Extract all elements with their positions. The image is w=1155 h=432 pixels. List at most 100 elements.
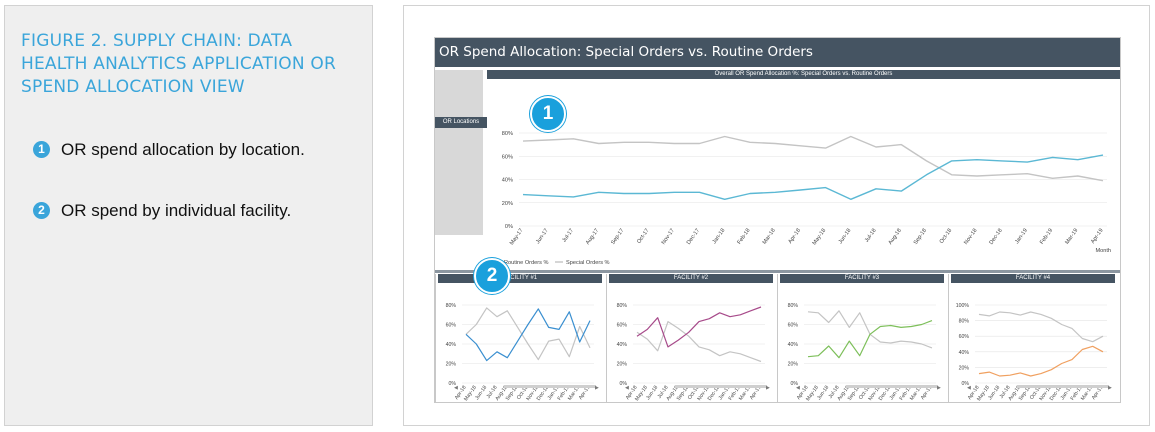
facility-title: FACILITY #1 xyxy=(438,274,602,283)
y-tick-label: 100% xyxy=(956,303,970,309)
scrollbar-track xyxy=(846,385,938,388)
or-locations-button[interactable]: OR Locations xyxy=(435,117,487,128)
y-tick-label: 20% xyxy=(446,362,457,368)
x-axis-label: Month xyxy=(1095,248,1111,254)
y-tick-label: 80% xyxy=(788,303,799,309)
special-orders-line xyxy=(465,307,591,361)
x-tick-label: Jun-17 xyxy=(535,228,550,245)
screenshot-frame: OR Spend Allocation: Special Orders vs. … xyxy=(403,5,1150,426)
facility-panel-2: FACILITY #2 0% 20% 40% 60% 80% Apr-18 May-18 Ju… xyxy=(606,274,776,402)
overall-allocation-chart: 0% 20% 40% 60% 80% May-17 Jun-17 Jul-17 Aug-17 Se… xyxy=(493,131,1111,266)
x-tick-label: Jul-17 xyxy=(561,228,575,244)
legend-label: Routine Orders % xyxy=(504,260,548,266)
y-tick-label: 60% xyxy=(446,323,457,329)
y-tick-label: 0% xyxy=(791,381,799,387)
special-orders-line xyxy=(636,320,762,363)
x-tick-label: Dec-17 xyxy=(686,228,701,246)
x-tick-label: Feb-18 xyxy=(737,228,752,246)
scroll-left-icon: ◀ xyxy=(967,385,971,391)
scrollbar-track xyxy=(504,385,596,388)
x-tick-label: Oct-17 xyxy=(636,228,651,245)
x-tick-label: Mar-19 xyxy=(1064,228,1079,246)
routine-orders-line xyxy=(636,306,762,348)
y-tick-label: 80% xyxy=(959,319,970,325)
number-bullet-icon: 1 xyxy=(33,141,50,158)
y-tick-label: 80% xyxy=(446,303,457,309)
special-orders-line xyxy=(522,135,1104,182)
facility-chart: 0%20%40%60%80%Apr-18May-18Jun-18Jul-18Au… xyxy=(788,303,941,402)
legend-label: Special Orders % xyxy=(566,260,610,266)
facility-title: FACILITY #2 xyxy=(609,274,773,283)
scroll-right-icon: ▶ xyxy=(1108,385,1112,391)
scroll-right-icon: ▶ xyxy=(937,385,941,391)
facility-panel-4: FACILITY #4 0% 20% 40% 60% 80% 100% Apr-18 May-… xyxy=(948,274,1118,402)
y-tick-label: 40% xyxy=(617,342,628,348)
section-divider xyxy=(435,270,1120,273)
y-tick-label: 0% xyxy=(449,381,457,387)
caption-item-text: OR spend allocation by location. xyxy=(61,140,305,159)
scroll-left-icon: ◀ xyxy=(625,385,629,391)
y-tick-label: 20% xyxy=(959,365,970,371)
facility-title: FACILITY #4 xyxy=(951,274,1115,283)
x-tick-label: Apr-19 xyxy=(1090,228,1105,245)
scroll-right-icon: ▶ xyxy=(595,385,599,391)
y-tick-label: 0% xyxy=(962,381,970,387)
facility-chart: 0%20%40%60%80%Apr-18May-18Jun-18Jul-18Au… xyxy=(617,303,770,402)
y-tick-label: 40% xyxy=(502,178,513,184)
scrollbar-track xyxy=(1017,385,1109,388)
dashboard-title: OR Spend Allocation: Special Orders vs. … xyxy=(435,38,1120,67)
special-orders-line xyxy=(807,310,933,349)
facility-chart: 0%20%40%60%80%Apr-18May-18Jun-18Jul-18Au… xyxy=(446,303,599,402)
special-orders-line xyxy=(978,311,1104,343)
x-tick-label: Sep-18 xyxy=(913,228,928,246)
x-tick-label: Oct-18 xyxy=(939,228,954,245)
caption-item-1: 1 OR spend allocation by location. xyxy=(33,138,333,162)
y-tick-label: 60% xyxy=(959,334,970,340)
x-tick-label: Mar-18 xyxy=(762,228,777,246)
dashboard-window: OR Spend Allocation: Special Orders vs. … xyxy=(434,37,1121,403)
y-tick-label: 60% xyxy=(617,323,628,329)
overall-section: OR Locations Overall OR Spend Allocation… xyxy=(435,70,1120,266)
routine-orders-line xyxy=(465,308,591,362)
x-tick-label: Aug-18 xyxy=(888,228,903,246)
y-tick-label: 80% xyxy=(617,303,628,309)
facility-title: FACILITY #3 xyxy=(780,274,944,283)
callout-badge-2: 2 xyxy=(474,258,510,294)
x-tick-label: Aug-17 xyxy=(585,228,600,246)
caption-panel: FIGURE 2. SUPPLY CHAIN: DATA HEALTH ANAL… xyxy=(4,5,373,426)
routine-orders-line xyxy=(522,154,1104,201)
y-tick-label: 40% xyxy=(446,342,457,348)
routine-orders-line xyxy=(807,320,933,359)
routine-orders-line xyxy=(978,345,1104,377)
y-tick-label: 60% xyxy=(502,154,513,160)
x-tick-label: Nov-18 xyxy=(963,228,978,246)
x-tick-label: Feb-19 xyxy=(1039,228,1054,246)
x-tick-label: Jun-18 xyxy=(838,228,853,245)
location-filter-pane xyxy=(435,70,483,235)
x-tick-label: Jul-18 xyxy=(864,228,878,244)
caption-item-text: OR spend by individual facility. xyxy=(61,201,292,220)
y-tick-label: 60% xyxy=(788,323,799,329)
scroll-right-icon: ▶ xyxy=(766,385,770,391)
y-tick-label: 40% xyxy=(788,342,799,348)
x-tick-label: May-18 xyxy=(812,228,828,247)
facility-chart: 0%20%40%60%80%100%Apr-18May-18Jun-18Jul-… xyxy=(956,303,1112,402)
facility-panel-1: FACILITY #1 0% 20% 40% 60% 80% Apr-18 May-18 Ju… xyxy=(435,274,605,402)
scrollbar-track xyxy=(675,385,767,388)
facility-panel-3: FACILITY #3 0% 20% 40% 60% 80% Apr-18 May-18 Ju… xyxy=(777,274,947,402)
x-tick-label: Sep-17 xyxy=(610,228,625,246)
x-tick-label: May-17 xyxy=(509,228,525,247)
x-tick-label: Nov-17 xyxy=(661,228,676,246)
x-tick-label: Jan-18 xyxy=(712,228,727,245)
y-tick-label: 80% xyxy=(502,131,513,137)
y-tick-label: 0% xyxy=(620,381,628,387)
caption-item-2: 2 OR spend by individual facility. xyxy=(33,199,333,223)
x-tick-label: Jan-19 xyxy=(1014,228,1029,245)
y-tick-label: 20% xyxy=(788,362,799,368)
y-tick-label: 40% xyxy=(959,350,970,356)
x-tick-label: Dec-18 xyxy=(989,228,1004,246)
callout-badge-1: 1 xyxy=(530,96,566,132)
y-tick-label: 20% xyxy=(617,362,628,368)
y-tick-label: 0% xyxy=(505,224,513,230)
